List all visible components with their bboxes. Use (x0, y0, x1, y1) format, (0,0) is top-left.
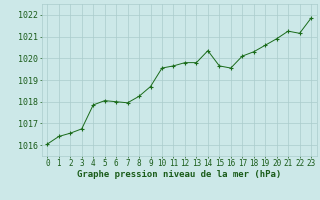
X-axis label: Graphe pression niveau de la mer (hPa): Graphe pression niveau de la mer (hPa) (77, 170, 281, 179)
